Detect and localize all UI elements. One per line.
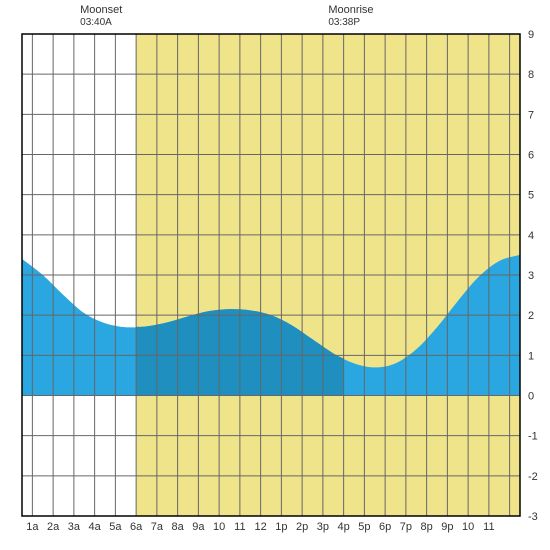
y-tick-label: -3 [528,511,538,523]
x-tick-label: 1p [275,521,287,533]
moonset-title: Moonset [80,4,122,17]
x-tick-label: 6a [130,521,143,533]
y-tick-label: 7 [528,109,534,121]
x-tick-label: 10 [462,521,474,533]
x-tick-label: 2p [296,521,308,533]
moonrise-title: Moonrise [328,4,373,17]
x-tick-label: 10 [213,521,225,533]
y-tick-label: 9 [528,29,534,41]
y-tick-label: 0 [528,391,534,403]
x-tick-label: 5p [358,521,370,533]
y-tick-label: 5 [528,190,534,202]
x-tick-label: 12 [255,521,267,533]
y-tick-label: -2 [528,471,538,483]
y-tick-label: -1 [528,431,538,443]
chart-svg: 1a2a3a4a5a6a7a8a9a1011121p2p3p4p5p6p7p8p… [0,0,550,550]
x-tick-label: 4p [338,521,350,533]
y-tick-label: 8 [528,69,534,81]
y-tick-label: 3 [528,270,534,282]
moonset-time: 03:40A [80,17,122,29]
x-tick-label: 1a [26,521,39,533]
x-tick-label: 11 [234,521,245,533]
moonrise-label: Moonrise 03:38P [328,4,373,29]
x-tick-label: 7p [400,521,412,533]
x-tick-label: 6p [379,521,391,533]
x-tick-label: 5a [109,521,122,533]
y-tick-label: 4 [528,230,534,242]
x-tick-label: 7a [151,521,164,533]
x-tick-label: 2a [47,521,60,533]
x-tick-label: 9a [192,521,205,533]
y-tick-label: 6 [528,150,534,162]
moonset-label: Moonset 03:40A [80,4,122,29]
x-tick-label: 8a [172,521,185,533]
x-tick-label: 8p [421,521,433,533]
y-tick-label: 1 [528,350,534,362]
x-tick-label: 3p [317,521,329,533]
y-tick-label: 2 [528,310,534,322]
x-tick-label: 9p [441,521,453,533]
tide-chart: Moonset 03:40A Moonrise 03:38P 1a 2a 3a 4a 5… [0,0,550,550]
moonrise-time: 03:38P [328,17,373,29]
x-tick-label: 4a [89,521,102,533]
x-tick-label: 11 [483,521,494,533]
x-tick-label: 3a [68,521,81,533]
